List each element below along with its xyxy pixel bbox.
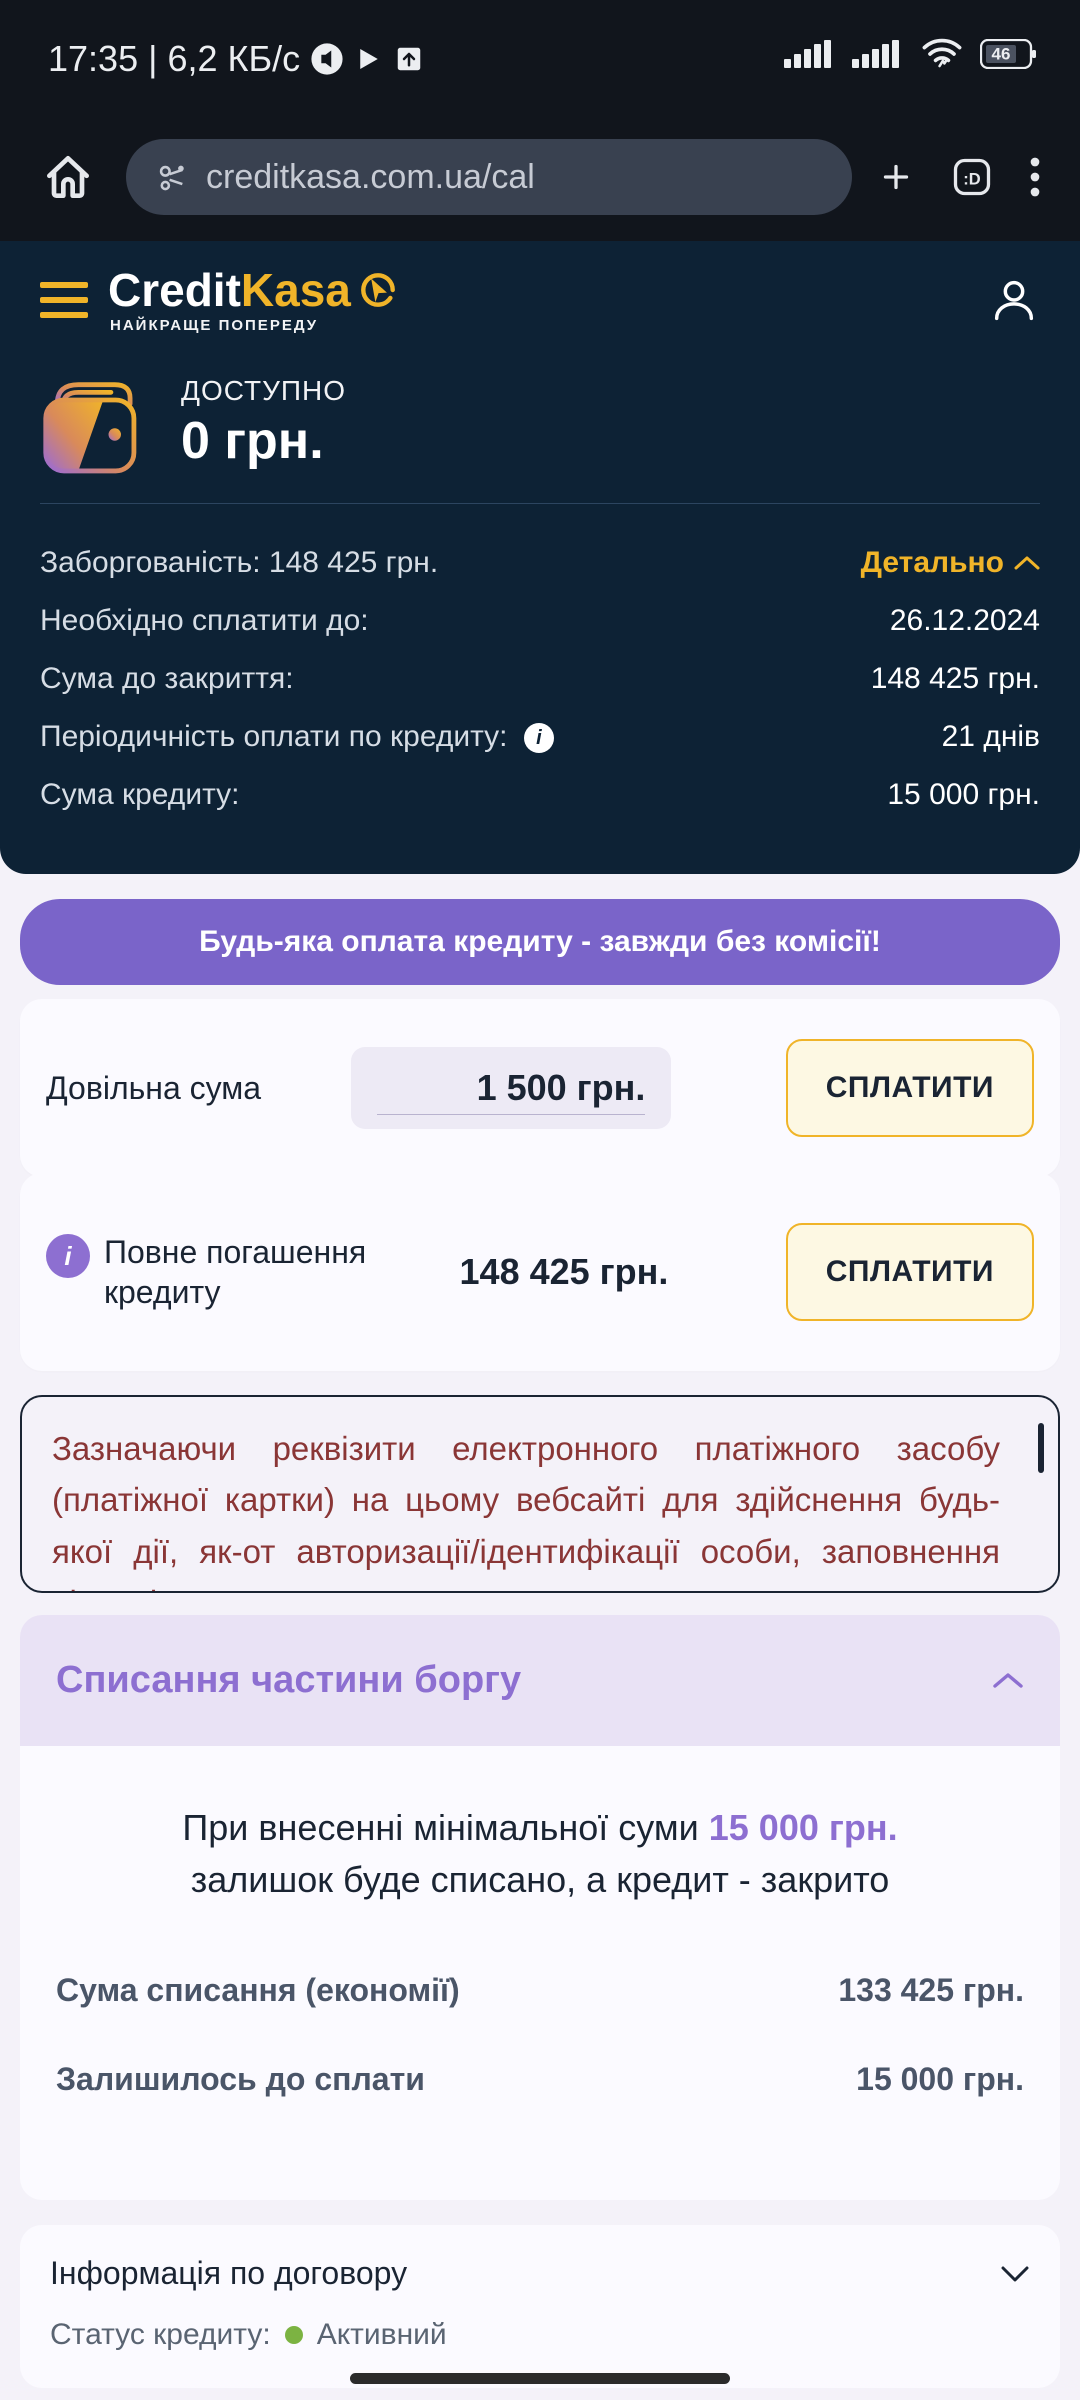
svg-text::D: :D	[963, 170, 980, 188]
svg-text:46: 46	[992, 45, 1011, 64]
